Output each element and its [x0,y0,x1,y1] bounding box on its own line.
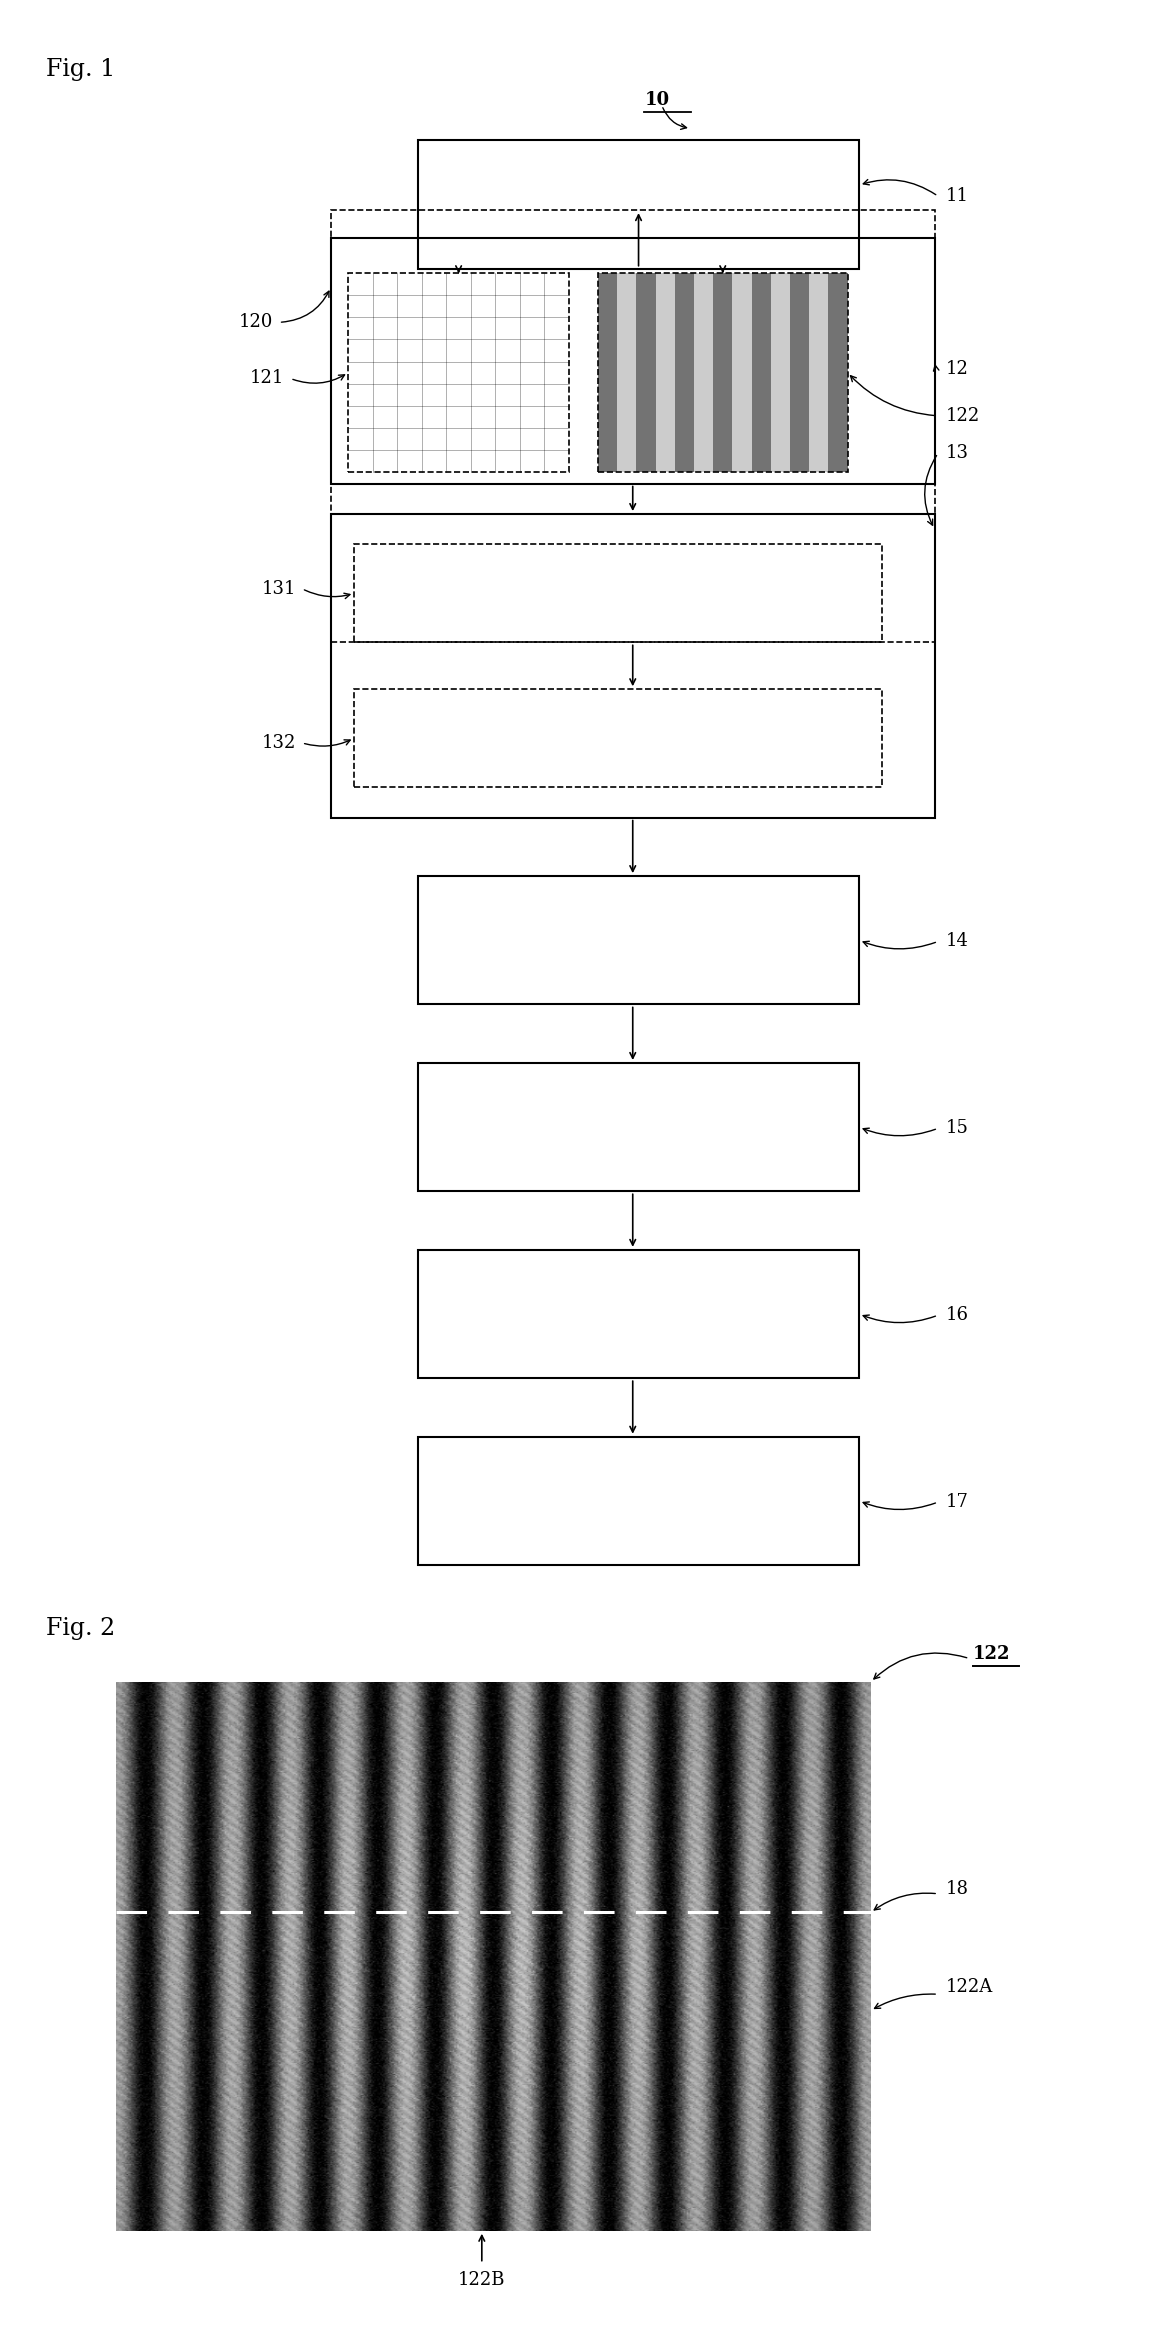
Text: 15: 15 [946,1119,969,1138]
Bar [418,140,859,269]
Bar [331,210,935,642]
Bar [348,273,569,472]
Bar [733,273,751,472]
Bar [331,238,935,484]
Text: Fig. 1: Fig. 1 [46,58,116,82]
Text: 11: 11 [946,187,969,206]
Bar [789,273,809,472]
Text: 122: 122 [973,1645,1010,1663]
Bar [618,273,636,472]
Text: 122: 122 [946,406,981,425]
Text: 14: 14 [946,932,969,951]
Bar [751,273,771,472]
Text: 122B: 122B [459,2271,505,2289]
Text: 121: 121 [250,369,284,388]
Bar [713,273,733,472]
Text: 122A: 122A [946,1979,994,1997]
Text: 131: 131 [261,579,296,598]
Bar [598,273,618,472]
Text: 17: 17 [946,1493,969,1511]
Bar [771,273,789,472]
Text: 120: 120 [238,313,273,332]
Bar [331,514,935,818]
Bar [656,273,675,472]
Text: 10: 10 [644,91,670,110]
Bar [809,273,828,472]
Bar [418,876,859,1004]
Bar [598,273,848,472]
Text: 132: 132 [261,734,296,752]
Bar [354,689,882,787]
Bar [675,273,694,472]
Bar [636,273,656,472]
Bar [694,273,713,472]
Bar [828,273,848,472]
Text: 12: 12 [946,360,969,378]
Text: 16: 16 [946,1306,969,1325]
Bar [418,1250,859,1378]
Bar [418,1437,859,1565]
Text: 13: 13 [946,444,969,463]
Text: 18: 18 [946,1880,969,1899]
Bar [418,1063,859,1191]
Bar [354,544,882,642]
Text: Fig. 2: Fig. 2 [46,1617,116,1640]
